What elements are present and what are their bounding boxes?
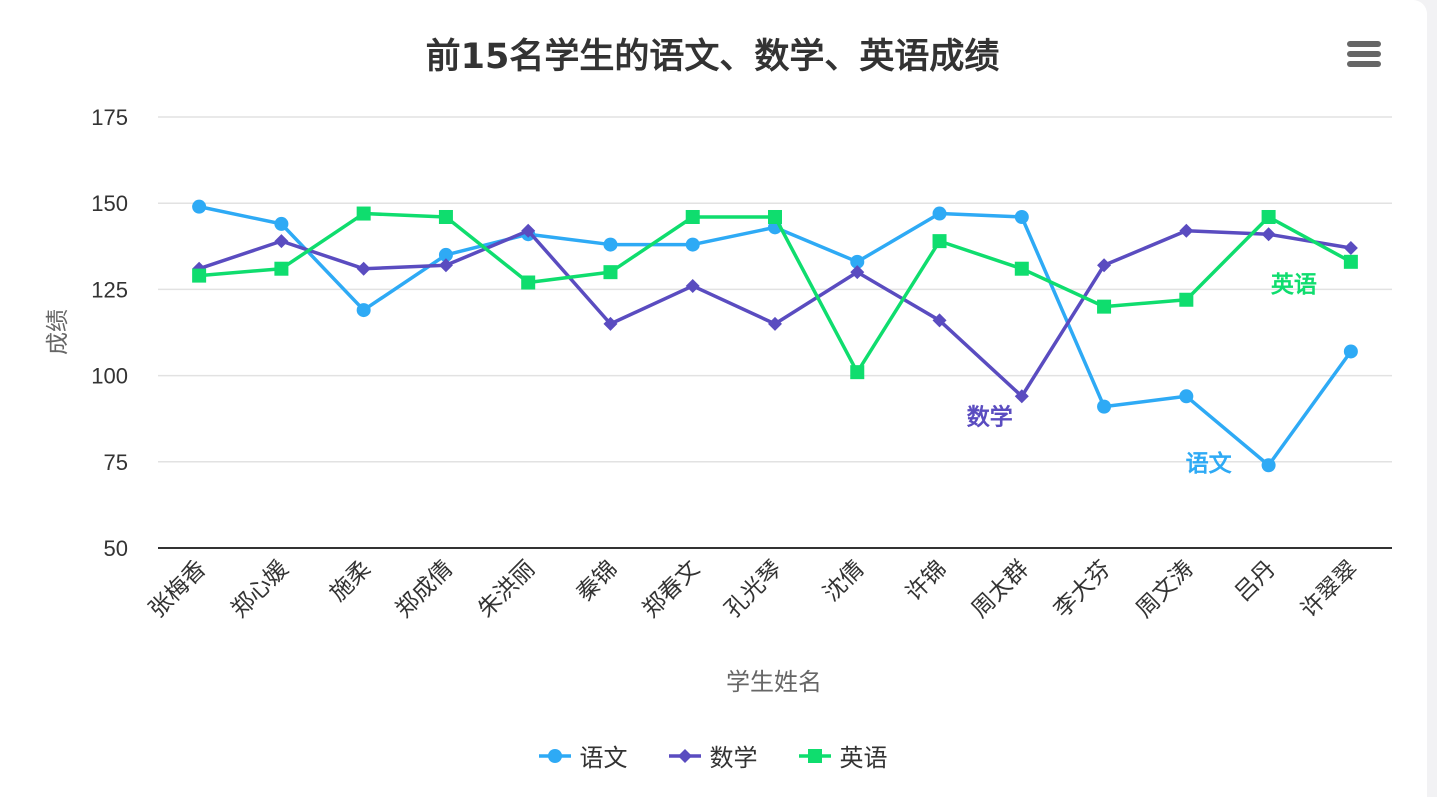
data-point[interactable]	[1097, 299, 1112, 314]
data-point[interactable]	[1097, 399, 1112, 414]
x-tick-label: 吕丹	[1229, 555, 1280, 606]
data-point[interactable]	[274, 216, 289, 231]
data-point[interactable]	[932, 313, 947, 328]
data-point[interactable]	[1343, 254, 1358, 269]
data-point[interactable]	[438, 209, 453, 224]
data-point[interactable]	[685, 237, 700, 252]
series-line[interactable]	[197, 204, 1353, 467]
chart-legend: 语文 数学 英语	[0, 738, 1425, 773]
x-tick-label: 许翠翠	[1295, 555, 1362, 622]
legend-marker	[547, 748, 562, 763]
data-point[interactable]	[438, 247, 453, 262]
data-point[interactable]	[603, 237, 618, 252]
legend-symbol	[538, 748, 571, 763]
x-tick-label: 郑春文	[637, 555, 704, 622]
series-annotation: 英语	[1271, 271, 1317, 297]
legend-marker	[677, 748, 692, 763]
x-tick-label: 朱洪丽	[473, 555, 540, 622]
grid-lines	[158, 116, 1392, 549]
menu-bar	[1347, 41, 1381, 47]
data-point[interactable]	[850, 265, 865, 280]
legend-label: 英语	[839, 744, 888, 772]
x-tick-label: 周文涛	[1131, 555, 1198, 622]
data-point[interactable]	[274, 261, 289, 276]
data-point[interactable]	[192, 199, 207, 214]
legend-item[interactable]: 英语	[798, 738, 888, 773]
data-point[interactable]	[850, 254, 865, 269]
y-tick-label: 50	[104, 536, 128, 561]
data-point[interactable]	[603, 316, 618, 331]
y-tick-label: 100	[91, 364, 128, 389]
legend-symbol	[668, 748, 701, 763]
y-tick-label: 75	[104, 450, 128, 475]
x-tick-label: 周太群	[966, 555, 1033, 622]
chart-title: 前15名学生的语文、数学、英语成绩	[425, 37, 1000, 77]
data-point[interactable]	[192, 268, 207, 283]
data-point[interactable]	[1261, 458, 1276, 473]
menu-bar	[1347, 51, 1381, 57]
data-point[interactable]	[1179, 389, 1194, 404]
y-tick-label: 150	[91, 191, 128, 216]
data-point[interactable]	[1014, 389, 1029, 404]
data-point[interactable]	[1261, 209, 1276, 224]
data-point[interactable]	[1179, 223, 1194, 238]
legend-label: 语文	[579, 744, 628, 772]
legend-item[interactable]: 语文	[538, 738, 628, 773]
x-tick-label: 张梅香	[143, 555, 210, 622]
x-tick-label: 郑心媛	[226, 555, 293, 622]
y-axis-label: 成绩	[44, 309, 70, 355]
data-point[interactable]	[1343, 344, 1358, 359]
y-tick-label: 125	[91, 277, 128, 302]
series-line[interactable]	[197, 211, 1353, 374]
data-point[interactable]	[521, 275, 536, 290]
series-英语	[192, 206, 1358, 380]
data-point[interactable]	[356, 206, 371, 221]
x-tick-label: 许锦	[900, 555, 951, 606]
series-语文	[192, 199, 1358, 473]
x-tick-label: 李大芬	[1048, 555, 1115, 622]
data-point[interactable]	[685, 209, 700, 224]
hamburger-menu-icon[interactable]	[1347, 40, 1383, 70]
x-tick-label: 孔光琴	[719, 555, 786, 622]
legend-label: 数学	[709, 744, 758, 772]
legend-item[interactable]: 数学	[668, 738, 758, 773]
data-point[interactable]	[768, 316, 782, 331]
x-axis-label: 学生姓名	[726, 669, 822, 696]
data-point[interactable]	[356, 261, 371, 276]
series-数学	[192, 223, 1358, 404]
series-annotation: 数学	[967, 403, 1013, 429]
data-point[interactable]	[603, 265, 618, 280]
series-annotation: 语文	[1186, 450, 1233, 476]
data-point[interactable]	[521, 223, 536, 238]
data-point[interactable]	[1343, 241, 1358, 256]
data-point[interactable]	[932, 206, 947, 221]
data-point[interactable]	[1014, 209, 1029, 224]
menu-bar	[1347, 61, 1381, 67]
x-axis-ticks: 张梅香 郑心媛 施柔 郑成倩 朱洪丽 秦锦 郑春文 孔光琴 沈倩 许锦 周太群 李大芬 周文涛 吕丹 许翠翠	[143, 555, 1362, 622]
legend-symbol	[798, 748, 831, 763]
series-lines	[192, 199, 1358, 473]
x-tick-label: 沈倩	[818, 555, 869, 606]
data-point[interactable]	[356, 303, 371, 318]
data-point[interactable]	[1014, 261, 1029, 276]
x-tick-label: 郑成倩	[390, 555, 457, 622]
legend-marker	[807, 748, 822, 763]
data-point[interactable]	[1261, 227, 1276, 242]
y-tick-label: 175	[91, 105, 128, 130]
series-line[interactable]	[197, 229, 1353, 399]
data-point[interactable]	[274, 234, 289, 249]
data-point[interactable]	[438, 258, 453, 273]
data-point[interactable]	[1179, 292, 1194, 307]
data-point[interactable]	[685, 278, 700, 293]
data-point[interactable]	[932, 234, 947, 249]
data-point[interactable]	[768, 209, 782, 224]
x-tick-label: 秦锦	[571, 555, 622, 606]
y-axis-ticks: 50 75 100 125 150 175	[91, 105, 128, 561]
x-tick-label: 施柔	[324, 555, 375, 606]
line-chart: 50 75 100 125 150 175 张梅香 郑心媛 施柔 郑成倩 朱洪丽 秦锦 郑春文 孔光琴沈…	[44, 105, 1392, 696]
data-point[interactable]	[850, 365, 865, 380]
data-point[interactable]	[1097, 258, 1112, 273]
